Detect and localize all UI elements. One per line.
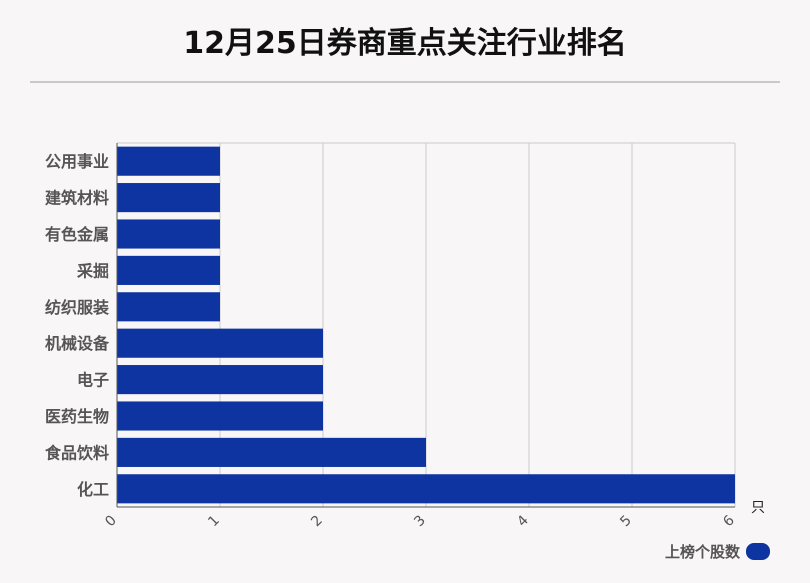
legend-label: 上榜个股数 [664, 543, 740, 561]
bar [117, 437, 426, 467]
x-tick-label: 2 [308, 513, 326, 531]
x-tick-label: 4 [514, 512, 532, 530]
chart-title: 12月25日券商重点关注行业排名 [183, 26, 627, 61]
category-label: 机械设备 [45, 334, 110, 353]
x-tick-label: 6 [720, 512, 738, 530]
x-tick-label: 0 [102, 513, 120, 531]
category-label: 采掘 [76, 261, 109, 280]
title-divider [30, 81, 780, 83]
category-label: 医药生物 [45, 407, 109, 426]
bar [117, 328, 323, 358]
legend-swatch [746, 543, 770, 560]
bar [117, 219, 220, 249]
bar [117, 474, 735, 504]
category-label: 化工 [77, 480, 109, 499]
bar [117, 146, 220, 176]
category-label: 纺织服装 [45, 298, 109, 317]
category-label: 食品饮料 [44, 443, 109, 462]
bar [117, 183, 220, 213]
bar [117, 255, 220, 285]
bar [117, 292, 220, 322]
bar [117, 365, 323, 395]
x-tick-label: 5 [617, 513, 635, 531]
category-label: 建筑材料 [45, 189, 109, 208]
category-label: 电子 [77, 371, 109, 390]
category-label: 有色金属 [45, 225, 109, 244]
x-tick-label: 3 [411, 513, 429, 531]
x-unit-label: 只 [751, 500, 765, 516]
x-tick-label: 1 [205, 513, 223, 531]
legend: 上榜个股数 [665, 541, 770, 562]
category-label: 公用事业 [45, 152, 109, 171]
bar [117, 401, 323, 431]
